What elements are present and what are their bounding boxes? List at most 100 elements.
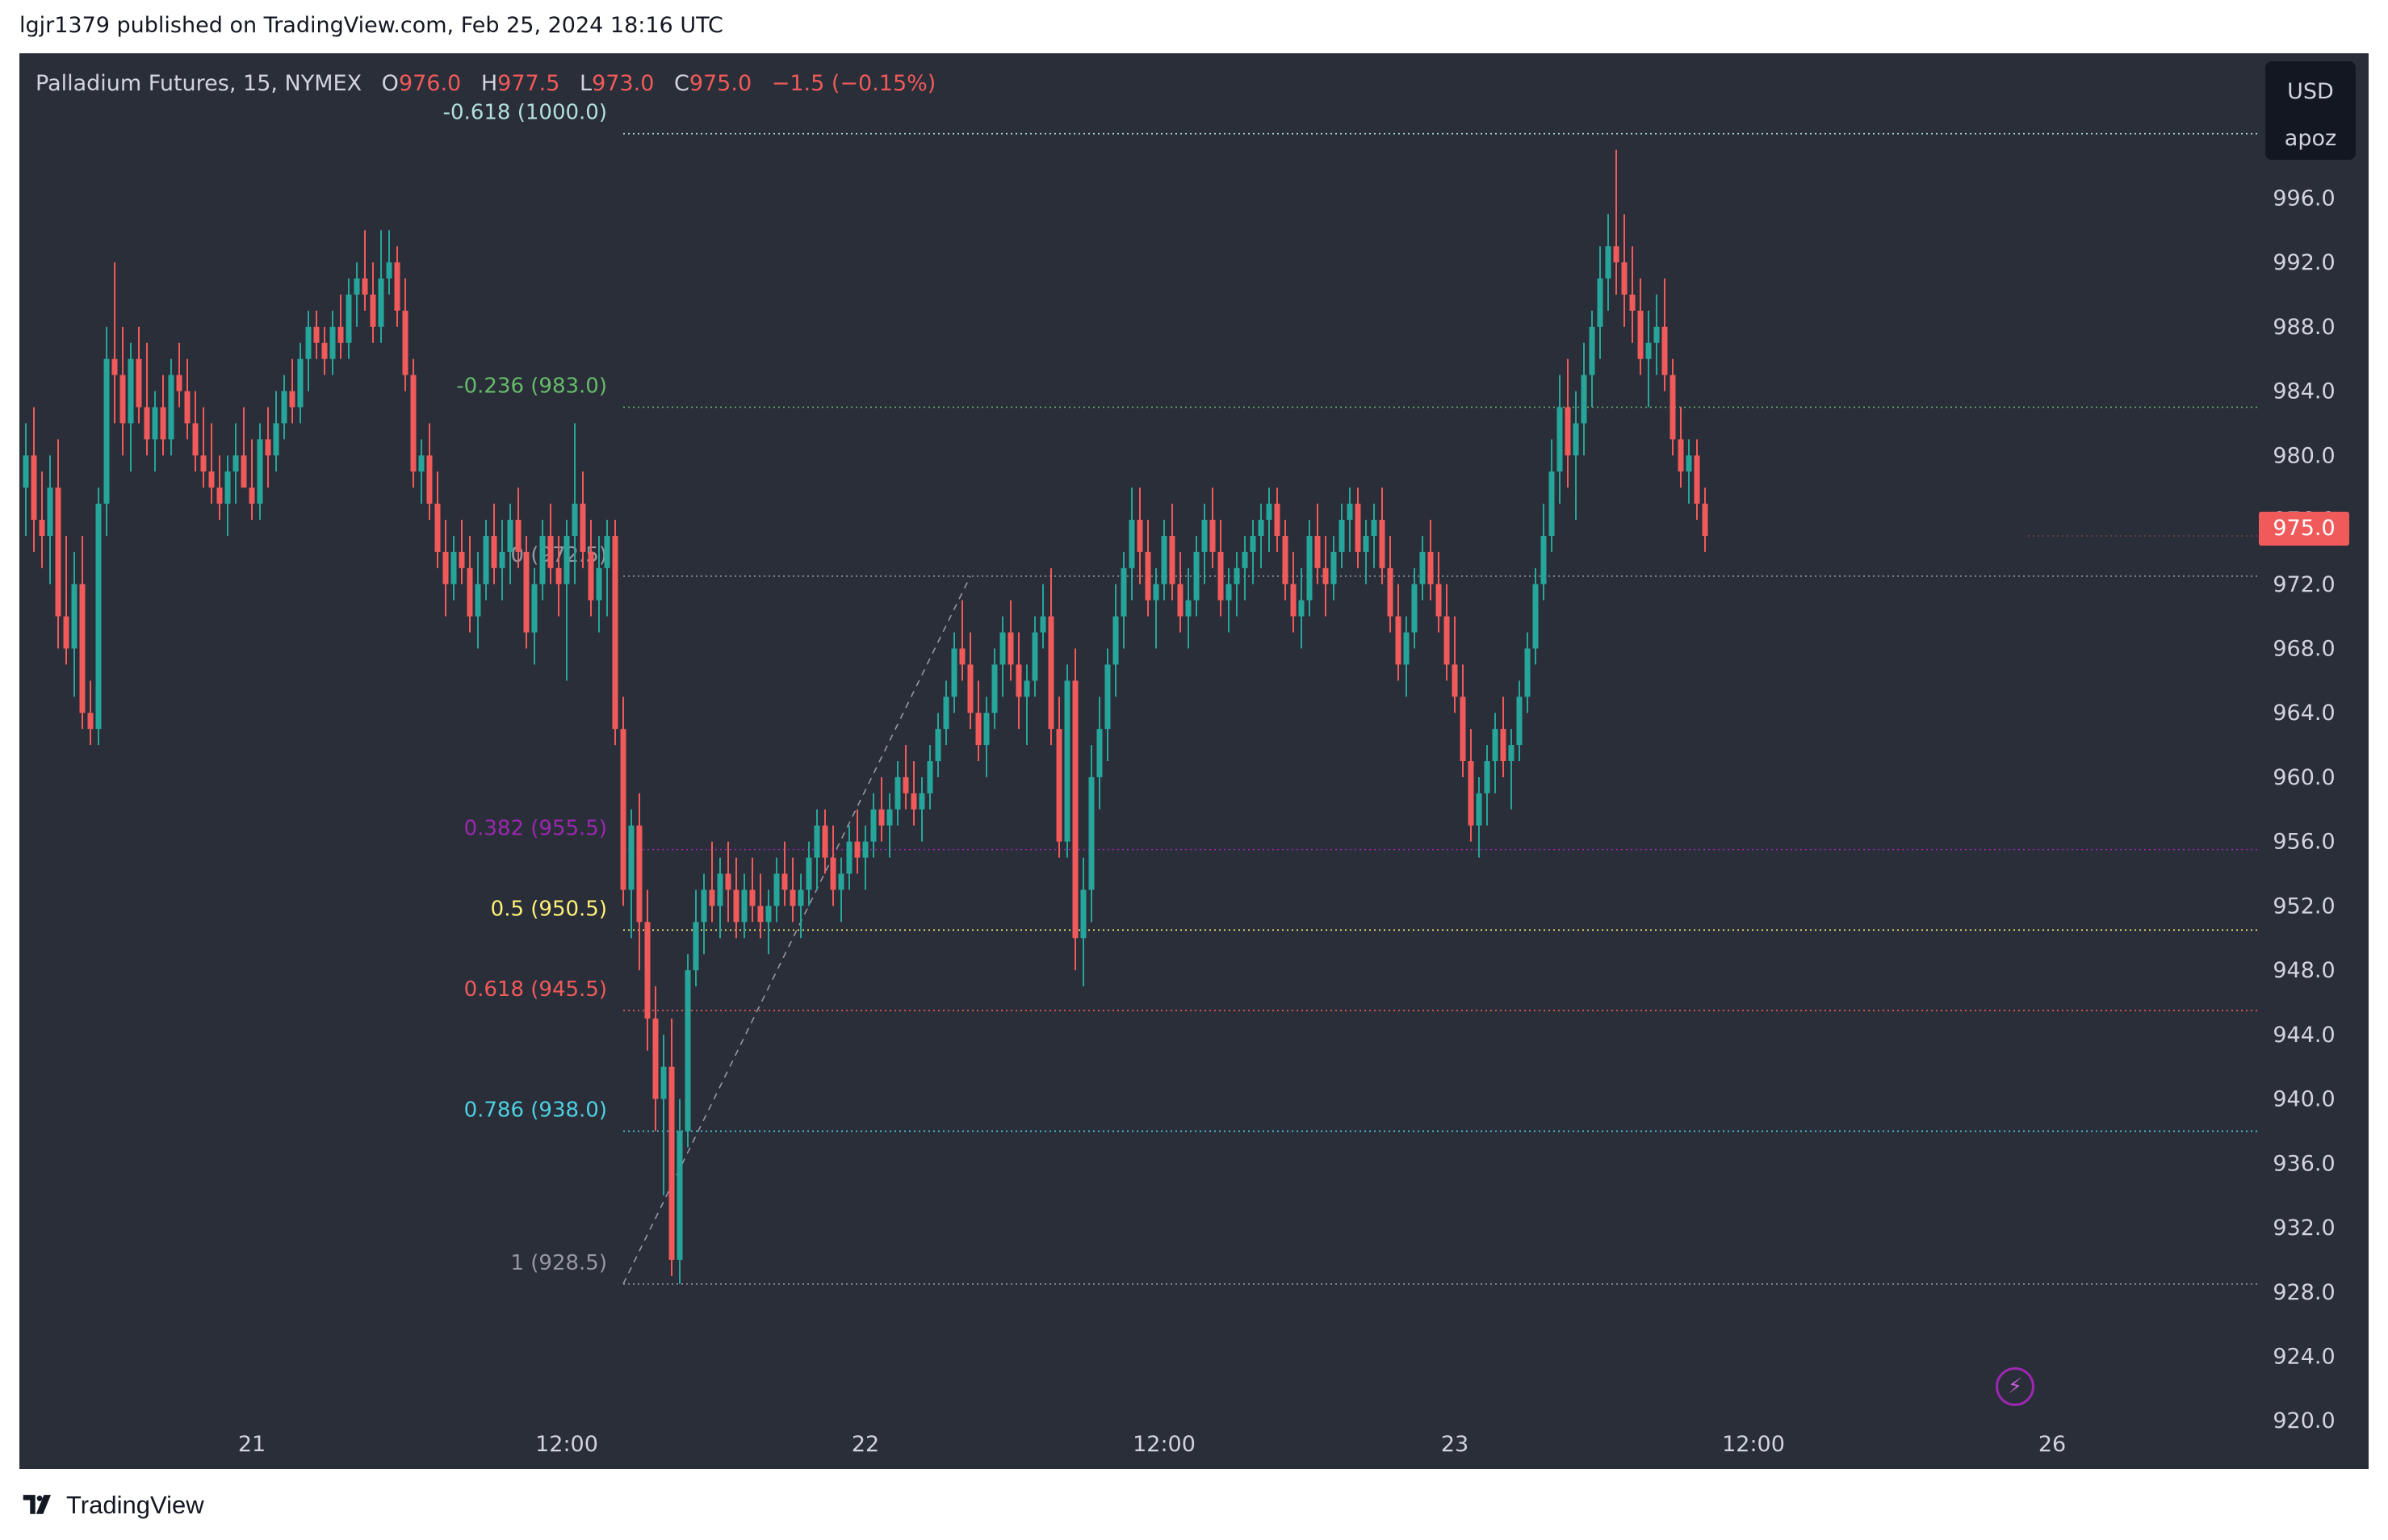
candle-body <box>1064 680 1070 842</box>
candle-body <box>144 407 150 440</box>
candle-body <box>1040 616 1046 633</box>
candle-body <box>459 551 465 568</box>
candle-body <box>216 488 223 504</box>
candle-body <box>620 729 626 890</box>
candle-body <box>1573 423 1579 456</box>
change-value: −1.5 (−0.15%) <box>771 71 936 96</box>
open-value: 976.0 <box>398 71 462 96</box>
candle-body <box>1072 680 1079 939</box>
candle-body <box>39 520 45 536</box>
candle-body <box>305 326 312 359</box>
candle-body <box>1290 584 1297 617</box>
candle-body <box>111 358 118 375</box>
tradingview-brand[interactable]: TradingView <box>19 1489 204 1521</box>
y-tick-label: 944.0 <box>2273 1023 2335 1048</box>
y-tick-label: 964.0 <box>2273 701 2335 726</box>
y-tick-label: 952.0 <box>2273 893 2335 919</box>
candle-body <box>1589 326 1595 375</box>
candle-body <box>1532 584 1539 649</box>
candle-body <box>717 873 723 906</box>
candlestick-chart[interactable]: 996.0 992.0 988.0 984.0 980.0 976.0 972.0 968.0… <box>19 53 2369 1469</box>
candle-body <box>1347 504 1353 521</box>
close-label: C <box>673 71 689 96</box>
candle-body <box>773 873 780 906</box>
y-tick-label: 924.0 <box>2273 1344 2335 1369</box>
candle-body <box>1371 520 1377 536</box>
candle-body <box>1177 584 1184 617</box>
candle-body <box>1387 567 1393 617</box>
candle-body <box>878 809 885 826</box>
candle-body <box>757 906 764 923</box>
lightning-bolt-icon[interactable]: ⚡ <box>1996 1367 2034 1406</box>
close-value: 975.0 <box>689 71 752 96</box>
x-tick-label: 21 <box>238 1432 266 1457</box>
x-tick-label: 26 <box>2038 1432 2066 1457</box>
y-tick-label: 988.0 <box>2273 315 2335 340</box>
currency-unit-box[interactable]: USD apoz <box>2265 61 2356 160</box>
candle-body <box>1516 697 1523 746</box>
candle-body <box>378 278 384 327</box>
fib-level-label: -0.618 (1000.0) <box>443 101 607 125</box>
candle-body <box>192 423 199 456</box>
candle-body <box>515 520 522 552</box>
candle-body <box>1201 520 1208 552</box>
candle-body <box>693 922 699 971</box>
candle-body <box>588 551 594 601</box>
candle-body <box>1524 648 1531 697</box>
currency-label: USD <box>2287 79 2334 104</box>
candle-body <box>1355 504 1361 552</box>
candle-body <box>806 857 812 890</box>
candle-body <box>329 326 336 359</box>
candle-body <box>362 278 368 295</box>
fib-level-label: 0.618 (945.5) <box>464 977 607 1002</box>
candle-body <box>1645 342 1652 359</box>
candle-body <box>265 439 271 456</box>
brand-name: TradingView <box>66 1491 204 1519</box>
candle-body <box>103 358 110 504</box>
candle-body <box>224 471 231 504</box>
candle-body <box>927 761 933 793</box>
candle-body <box>63 616 69 649</box>
candle-body <box>475 584 481 617</box>
candle-body <box>1153 584 1159 601</box>
candle-body <box>1080 889 1087 939</box>
candle-body <box>1129 520 1135 568</box>
candle-body <box>814 825 820 858</box>
candle-body <box>862 841 869 858</box>
fib-level-label: 0.5 (950.5) <box>491 897 607 921</box>
candle-body <box>1225 584 1232 601</box>
tradingview-logo-icon <box>23 1495 51 1514</box>
candle-body <box>1653 326 1660 343</box>
candle-body <box>951 648 957 697</box>
candle-body <box>547 535 554 568</box>
chart-area[interactable]: 996.0 992.0 988.0 984.0 980.0 976.0 972.0 968.0… <box>19 53 2369 1469</box>
scale-mode-label: apoz <box>2284 126 2337 151</box>
candle-body <box>1032 632 1038 681</box>
candle-body <box>23 455 29 488</box>
candle-body <box>765 906 772 923</box>
candle-body <box>442 551 449 584</box>
candle-body <box>1266 504 1272 521</box>
candle-body <box>1613 246 1619 263</box>
candle-body <box>1500 729 1506 761</box>
candle-body <box>555 567 562 584</box>
candle-body <box>87 713 94 730</box>
candle-body <box>168 375 174 440</box>
y-tick-label: 936.0 <box>2273 1151 2335 1176</box>
candle-body <box>1476 793 1482 826</box>
candle-body <box>1508 745 1514 761</box>
candle-body <box>1048 616 1054 730</box>
fib-level-label: 0.786 (938.0) <box>464 1098 607 1122</box>
candle-body <box>386 262 392 279</box>
candle-body <box>1581 375 1587 424</box>
candle-body <box>1250 535 1256 552</box>
candle-body <box>152 407 158 440</box>
candle-body <box>1330 551 1337 584</box>
candle-body <box>1605 246 1611 279</box>
candle-body <box>499 551 505 568</box>
candle-body <box>677 1131 683 1260</box>
candle-body <box>604 535 610 568</box>
candle-body <box>741 889 748 923</box>
candle-body <box>1016 664 1022 697</box>
candle-body <box>1670 375 1676 440</box>
